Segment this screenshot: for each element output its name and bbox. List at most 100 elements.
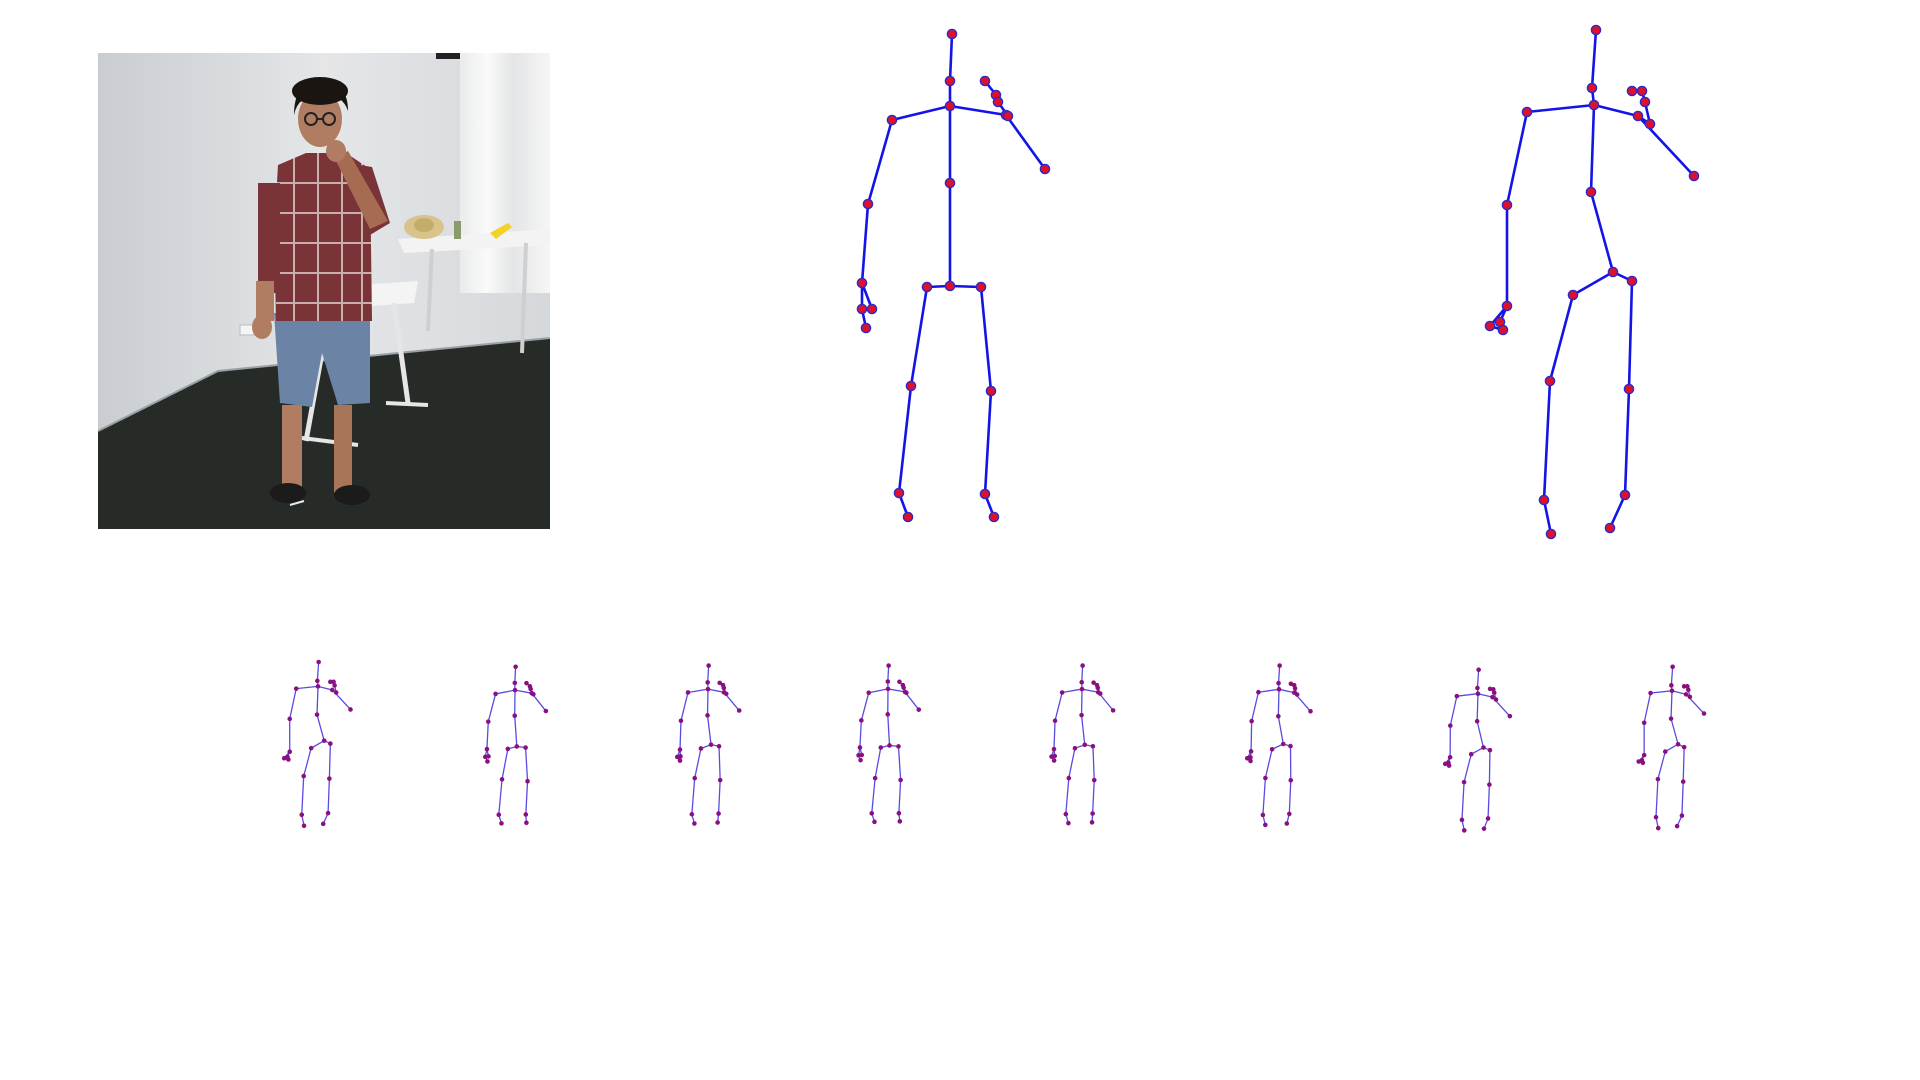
sequence-skeleton-4: [856, 663, 922, 825]
skeleton-bone: [487, 693, 497, 723]
skeleton-joint: [1072, 745, 1078, 751]
skeleton-joint: [705, 686, 711, 692]
skeleton-joint: [736, 708, 742, 713]
sequence-skeleton-6: [1244, 663, 1313, 828]
sequence-skeleton-3: [674, 663, 742, 826]
skeleton-joint: [866, 303, 878, 315]
skeleton-joint: [902, 511, 914, 523]
skeleton-joint: [1679, 813, 1685, 818]
skeleton-joint: [860, 322, 872, 334]
skeleton-joint: [320, 821, 326, 827]
right-shoe: [334, 485, 370, 505]
skeleton-bone: [1525, 103, 1596, 114]
skeleton-joint: [1248, 758, 1253, 764]
skeleton-joint: [1468, 751, 1474, 757]
skeleton-bone: [1456, 693, 1479, 697]
skeleton-bone: [1091, 779, 1095, 815]
curtain: [460, 53, 550, 293]
skeleton-bone: [707, 664, 710, 684]
skeleton-joint: [1669, 683, 1674, 688]
skeleton-joint: [1263, 775, 1268, 781]
skeleton-joint: [1448, 723, 1453, 728]
skeleton-bone: [1664, 743, 1679, 753]
skeleton-bone: [494, 689, 516, 695]
skeleton-joint: [1066, 820, 1071, 826]
skeleton-joint: [1701, 711, 1707, 716]
skeleton-bone: [1257, 688, 1280, 693]
skeleton-joint: [1110, 708, 1116, 713]
skeleton-joint: [1474, 718, 1480, 724]
skeleton-joint: [348, 707, 353, 712]
skeleton-bone: [1681, 781, 1684, 817]
skeleton-joint: [327, 776, 332, 781]
skeleton-bone: [691, 777, 696, 815]
skeleton-joint: [1002, 110, 1014, 122]
sequence-skeleton-2: [483, 664, 549, 826]
skeleton-joint: [1080, 663, 1085, 668]
skeleton-joint: [1256, 689, 1261, 695]
skeleton-joint: [944, 75, 956, 87]
skeleton-bone: [525, 780, 529, 816]
skeleton-bone: [897, 384, 913, 495]
skeleton-joint: [859, 718, 864, 723]
skeleton-joint: [878, 745, 884, 750]
right-leg: [334, 405, 352, 493]
reference-skeleton-side: [1484, 24, 1700, 540]
skeleton-bone: [868, 688, 889, 694]
skeleton-joint: [1091, 680, 1096, 685]
skeleton-joint: [1655, 776, 1661, 782]
skeleton-joint: [1626, 85, 1638, 97]
skeleton-bone: [717, 779, 721, 815]
glasses: [304, 112, 336, 126]
skeleton-joint: [901, 685, 906, 690]
skeleton-joint: [1446, 763, 1452, 768]
skeleton-joint: [528, 686, 533, 692]
skeleton-joint: [1447, 754, 1453, 760]
skeleton-joint: [1280, 741, 1286, 747]
skeleton-bone: [514, 689, 533, 694]
skeleton-bone: [1657, 750, 1666, 780]
skeleton-joint: [1641, 752, 1647, 758]
back-table-top: [398, 229, 550, 253]
skeleton-joint: [1623, 383, 1635, 395]
skeleton-bone: [316, 661, 320, 682]
skeleton-joint: [1288, 743, 1293, 749]
skeleton-joint: [1501, 199, 1513, 211]
skeleton-joint: [859, 752, 865, 758]
skeleton-joint: [499, 821, 504, 826]
skeleton-bone: [1449, 695, 1458, 727]
skeleton-bone: [1571, 270, 1615, 297]
skeleton-joint: [985, 385, 997, 397]
skeleton-joint: [1501, 300, 1513, 312]
floor-mark: [289, 500, 305, 506]
skeleton-joint: [946, 28, 958, 40]
skeleton-joint: [896, 744, 901, 749]
skeleton-bone: [874, 746, 882, 779]
input-photo: [98, 53, 550, 529]
skeleton-bone: [1488, 749, 1491, 786]
skeleton-joint: [286, 757, 291, 762]
skeleton-joint: [1639, 96, 1651, 108]
skeleton-joint: [1521, 106, 1533, 118]
skeleton-bone: [514, 715, 518, 748]
skeleton-bone: [501, 748, 509, 780]
skeleton-joint: [1090, 811, 1095, 816]
skeleton-joint: [1039, 163, 1051, 175]
front-table-leg: [391, 302, 411, 404]
skeleton-joint: [1491, 690, 1497, 696]
skeleton-joint: [1079, 679, 1085, 685]
skeleton-bone: [948, 104, 1008, 117]
skeleton-bone: [1542, 379, 1552, 502]
skeleton-joint: [1641, 720, 1647, 726]
floor: [98, 338, 550, 529]
skeleton-joint: [299, 812, 305, 818]
bottle: [454, 221, 461, 239]
skeleton-joint: [944, 100, 956, 112]
skeleton-joint: [512, 713, 518, 719]
skeleton-joint: [1687, 694, 1693, 700]
front-table-foot: [385, 401, 429, 407]
skeleton-joint: [1688, 170, 1700, 182]
skeleton-joint: [866, 690, 872, 696]
skeleton-bone: [1589, 103, 1596, 194]
skeleton-joint: [1475, 685, 1480, 691]
